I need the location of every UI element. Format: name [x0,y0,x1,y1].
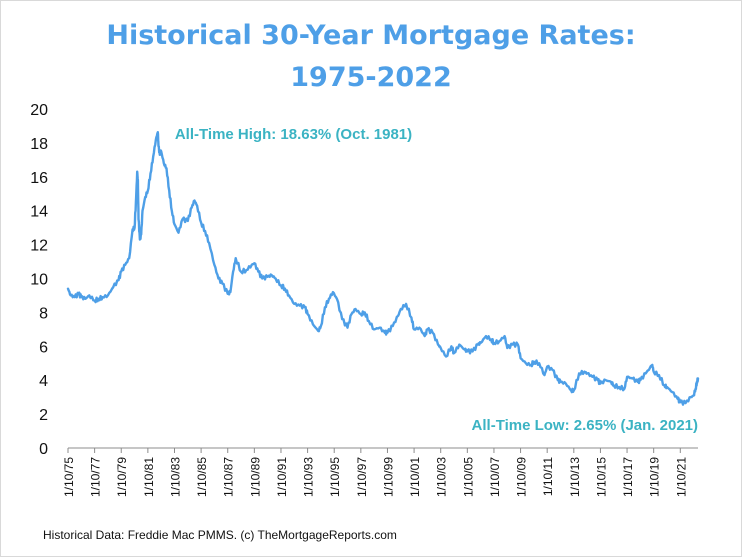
y-tick-label: 4 [39,373,48,390]
y-tick-label: 18 [30,136,48,153]
annotation-all-time-high: All-Time High: 18.63% (Oct. 1981) [175,126,412,143]
x-tick-label: 1/10/85 [195,457,209,497]
x-tick-label: 1/10/81 [142,457,156,497]
y-tick-label: 14 [30,204,48,221]
x-tick-label: 1/10/11 [541,457,555,496]
x-tick-label: 1/10/21 [674,457,688,497]
x-tick-label: 1/10/95 [328,457,342,497]
chart-title-line-1: Historical 30-Year Mortgage Rates: [106,20,636,51]
chart-title: Historical 30-Year Mortgage Rates: 1975-… [1,15,741,99]
y-tick-label: 12 [30,238,48,255]
x-tick-label: 1/10/89 [248,457,262,497]
x-tick-label: 1/10/03 [435,457,449,497]
x-tick-label: 1/10/05 [461,457,475,497]
y-tick-label: 2 [39,407,48,424]
annotation-all-time-low: All-Time Low: 2.65% (Jan. 2021) [472,417,698,434]
x-tick-label: 1/10/19 [648,457,662,497]
x-tick-label: 1/10/17 [621,457,635,497]
x-tick-label: 1/10/15 [594,457,608,497]
series-line-30yr [66,130,700,406]
x-tick-label: 1/10/91 [275,457,289,497]
y-tick-label: 6 [39,339,48,356]
x-tick-label: 1/10/99 [381,457,395,497]
x-tick-label: 1/10/79 [115,457,129,497]
x-tick-label: 1/10/09 [515,457,529,497]
y-tick-label: 16 [30,170,48,187]
annotation-layer: All-Time High: 18.63% (Oct. 1981) All-Tim… [175,126,698,434]
x-tick-label: 1/10/83 [168,457,182,497]
chart-axes: 0 2 4 6 8 10 12 14 16 18 20 1/10/75 1/10/77 1/10/79 1/… [30,102,698,497]
y-tick-label: 20 [30,102,48,119]
x-tick-label: 1/10/77 [89,457,103,497]
series-layer [66,130,700,406]
x-tick-label: 1/10/01 [408,457,422,497]
y-tick-label: 10 [30,272,48,289]
y-tick-label: 0 [39,441,48,458]
x-tick-label: 1/10/87 [222,457,236,497]
x-tick-label: 1/10/13 [568,457,582,497]
y-tick-label: 8 [39,305,48,322]
x-tick-label: 1/10/93 [302,457,316,497]
chart-title-line-2: 1975-2022 [290,62,452,93]
x-tick-label: 1/10/97 [355,457,369,497]
x-tick-label: 1/10/07 [488,457,502,497]
x-tick-label: 1/10/75 [62,457,76,497]
source-note: Historical Data: Freddie Mac PMMS. (c) T… [43,528,397,542]
